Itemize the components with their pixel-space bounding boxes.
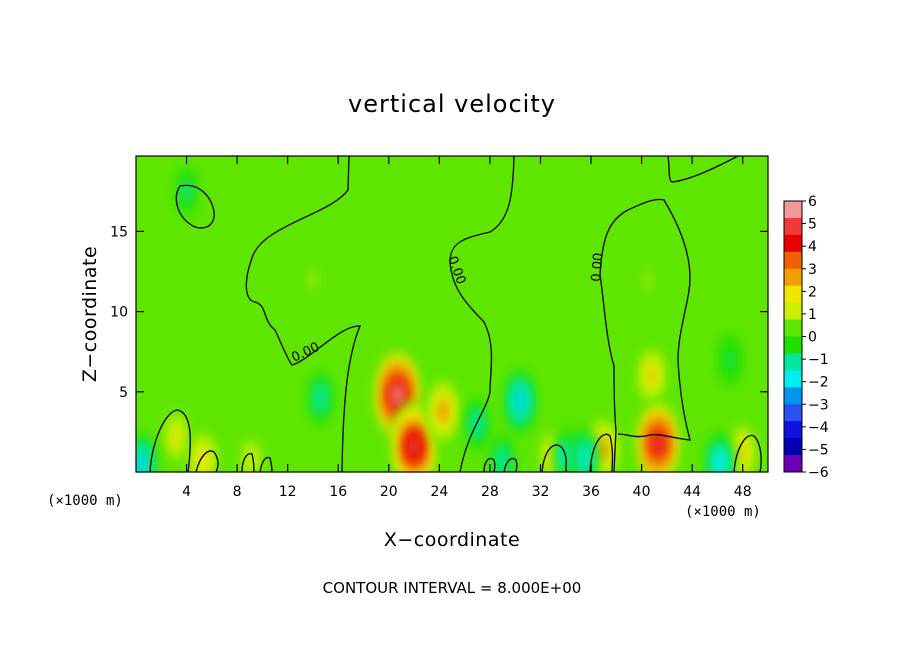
colorbar-label: −3	[808, 397, 829, 413]
updraft-cell	[308, 270, 318, 289]
downdraft-cell	[581, 450, 589, 466]
colorbar-swatch	[784, 201, 802, 219]
x-tick-label: 48	[734, 484, 752, 500]
colorbar-label: 0	[808, 330, 817, 346]
x-tick-label: 4	[182, 484, 191, 500]
downdraft-cell	[716, 454, 724, 471]
colorbar-swatch	[784, 268, 802, 287]
colorbar-label: 4	[808, 239, 817, 255]
x-tick-label: 16	[329, 484, 347, 500]
colorbar-swatch	[784, 455, 802, 473]
colorbar-label: 5	[808, 217, 817, 233]
colorbar-label: 2	[808, 284, 817, 300]
colorbar-swatch	[784, 404, 802, 422]
plot-area: 0.00 0.00 0.00	[135, 155, 769, 473]
zero-contour-line	[599, 198, 691, 473]
x-unit-left: (×1000 m)	[47, 493, 123, 509]
x-axis-label: X−coordinate	[384, 529, 520, 551]
x-unit-right: (×1000 m)	[685, 504, 761, 520]
colorbar-swatch	[784, 251, 802, 270]
zero-contour-line	[541, 444, 567, 473]
updraft-cell	[172, 429, 181, 445]
x-tick-label: 36	[582, 484, 600, 500]
x-tick-label: 44	[683, 484, 701, 500]
zero-contour-line	[149, 409, 191, 473]
colorbar-swatch	[784, 319, 802, 337]
updraft-cell	[599, 443, 606, 456]
updraft-cell	[655, 438, 661, 449]
zero-contour-line	[503, 457, 518, 473]
x-tick-label: 12	[279, 484, 297, 500]
colorbar-swatch	[784, 336, 802, 354]
zero-contour-line	[195, 450, 219, 473]
y-tick-label: 15	[110, 224, 128, 240]
downdraft-cell	[316, 389, 325, 408]
zero-contour-line	[259, 456, 273, 473]
colorbar-label: −4	[808, 420, 829, 436]
colorbar-label: −5	[808, 442, 829, 458]
velocity-field	[136, 166, 758, 472]
colorbar-swatch	[784, 285, 802, 304]
plot-frame	[135, 155, 769, 473]
x-tick-label: 32	[532, 484, 550, 500]
downdraft-cell	[517, 394, 524, 408]
y-axis-label: Z−coordinate	[79, 246, 101, 382]
x-tick-label: 20	[380, 484, 398, 500]
downdraft-cell	[137, 457, 145, 471]
colorbar-label: 3	[808, 262, 817, 278]
colorbar-label: −1	[808, 352, 829, 368]
downdraft-cell	[180, 178, 193, 204]
zero-contours	[149, 155, 762, 473]
x-tick-label: 40	[633, 484, 651, 500]
updraft-cell	[648, 369, 655, 383]
zero-contour-line	[241, 452, 255, 473]
chart-title: vertical velocity	[348, 90, 556, 118]
updraft-cell	[440, 405, 446, 417]
y-tick-label: 5	[119, 385, 128, 401]
zero-contour-line	[175, 184, 215, 229]
updraft-cell	[411, 441, 417, 451]
colorbar-swatch	[784, 421, 802, 439]
colorbar-swatch	[784, 234, 802, 253]
updraft-cell	[199, 452, 207, 466]
zero-contour-line	[449, 155, 515, 473]
updraft-cell	[738, 446, 745, 460]
zero-contour-line	[667, 155, 739, 183]
colorbar-swatch	[784, 438, 802, 456]
x-tick-label: 28	[481, 484, 499, 500]
updraft-cell	[395, 390, 401, 400]
contour-label: 0.00	[589, 252, 606, 282]
colorbar-label: −2	[808, 375, 829, 391]
zero-contour-line	[589, 433, 614, 473]
colorbar-label: −6	[808, 465, 829, 481]
colorbar-label: 1	[808, 307, 817, 323]
zero-contour-line	[245, 155, 361, 473]
x-tick-label: 8	[233, 484, 242, 500]
downdraft-cell	[498, 451, 507, 470]
zero-contour-line	[483, 457, 496, 473]
downdraft-cell	[473, 414, 482, 433]
contour-interval-note: CONTOUR INTERVAL = 8.000E+00	[323, 579, 582, 597]
zero-contour-line	[733, 434, 762, 473]
downdraft-cell	[725, 351, 735, 369]
colorbar-swatch	[784, 302, 802, 321]
colorbar: 6 5 4 3 2 1 0 −1 −2 −3 −4 −5 −6	[783, 194, 829, 481]
updraft-cell	[643, 270, 653, 289]
colorbar-swatch	[784, 370, 802, 388]
y-tick-label: 10	[110, 305, 128, 321]
colorbar-swatch	[784, 387, 802, 405]
x-tick-label: 24	[430, 484, 448, 500]
colorbar-label: 6	[808, 194, 817, 210]
colorbar-swatch	[784, 217, 802, 236]
colorbar-swatch	[784, 353, 802, 371]
